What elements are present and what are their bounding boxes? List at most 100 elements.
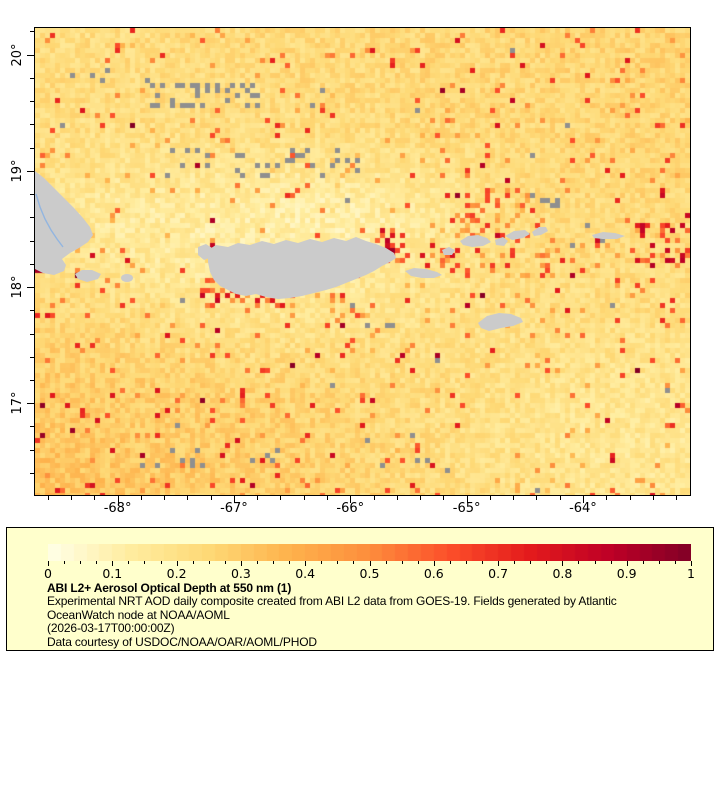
y-axis-minor-tick [30,264,34,265]
colorbar-major-tick [562,561,563,566]
colorbar-minor-tick [530,561,531,564]
x-axis-minor-tick [211,496,212,500]
colorbar-major-tick [48,561,49,566]
colorbar-minor-tick [225,561,226,564]
map-panel [34,27,691,496]
colorbar-minor-tick [546,561,547,564]
x-axis-minor-tick [374,496,375,500]
x-axis-label: -65° [452,501,481,516]
colorbar-minor-tick [482,561,483,564]
legend-text-block: ABI L2+ Aerosol Optical Depth at 550 nm … [47,581,617,649]
y-axis-minor-tick [30,101,34,102]
colorbar-major-tick [434,561,435,566]
colorbar-major-tick [177,561,178,566]
x-axis-minor-tick [490,496,491,500]
y-axis-major-tick [27,403,34,404]
y-axis-minor-tick [30,241,34,242]
colorbar-minor-tick [466,561,467,564]
colorbar-major-tick [370,561,371,566]
y-axis-minor-tick [30,310,34,311]
colorbar-minor-tick [675,561,676,564]
y-axis-minor-tick [30,124,34,125]
y-axis-minor-tick [30,450,34,451]
y-axis-minor-tick [30,217,34,218]
colorbar-major-tick [691,561,692,566]
x-axis-minor-tick [164,496,165,500]
legend-title: ABI L2+ Aerosol Optical Depth at 550 nm … [47,581,292,595]
colorbar-tick-label: 0 [44,566,52,581]
colorbar-minor-tick [659,561,660,564]
x-axis-minor-tick [560,496,561,500]
colorbar-minor-tick [611,561,612,564]
colorbar-minor-tick [386,561,387,564]
colorbar-minor-tick [257,561,258,564]
y-axis-label: 18° [10,275,25,299]
x-axis-minor-tick [48,496,49,500]
colorbar-minor-tick [209,561,210,564]
y-axis-minor-tick [30,148,34,149]
colorbar-tick-label: 1 [687,566,695,581]
x-axis-label: -68° [103,501,132,516]
x-axis-minor-tick [513,496,514,500]
colorbar-tick-label: 0.5 [359,566,380,581]
colorbar-minor-tick [353,561,354,564]
colorbar-minor-tick [161,561,162,564]
colorbar-tick-label: 0.7 [488,566,509,581]
x-axis-minor-tick [280,496,281,500]
colorbar-major-tick [241,561,242,566]
x-axis-major-tick [350,496,351,503]
y-axis-major-tick [27,55,34,56]
colorbar-tick-label: 0.9 [616,566,637,581]
legend-description-line: OceanWatch node at NOAA/AOML [47,607,230,622]
y-axis-minor-tick [30,473,34,474]
colorbar-minor-tick [321,561,322,564]
y-axis-label: 19° [10,159,25,183]
x-axis-major-tick [118,496,119,503]
x-axis-minor-tick [653,496,654,500]
colorbar-tick-label: 0.6 [423,566,444,581]
colorbar-minor-tick [64,561,65,564]
colorbar-major-tick [305,561,306,566]
y-axis-label: 20° [10,43,25,67]
colorbar-minor-tick [402,561,403,564]
x-axis-label: -67° [220,501,248,516]
x-axis-minor-tick [141,496,142,500]
x-axis-minor-tick [327,496,328,500]
x-axis-minor-tick [71,496,72,500]
y-axis-minor-tick [30,334,34,335]
legend-courtesy-line: Data courtesy of USDOC/NOAA/OAR/AOML/PHO… [47,634,317,649]
x-axis-label: -66° [336,501,365,516]
colorbar-minor-tick [193,561,194,564]
colorbar-minor-tick [595,561,596,564]
colorbar-minor-tick [643,561,644,564]
y-axis-label: 17° [10,391,25,415]
colorbar-tick-label: 0.1 [102,566,123,581]
x-axis-minor-tick [94,496,95,500]
colorbar-minor-tick [337,561,338,564]
x-axis-minor-tick [536,496,537,500]
y-axis-minor-tick [30,426,34,427]
colorbar-tick-label: 0.2 [166,566,187,581]
colorbar-major-tick [112,561,113,566]
y-axis-minor-tick [30,194,34,195]
y-axis-minor-tick [30,78,34,79]
aod-mosaic-canvas [35,28,690,495]
legend-timestamp: (2026-03-17T00:00:00Z) [47,621,175,636]
x-axis-minor-tick [606,496,607,500]
y-axis-major-tick [27,171,34,172]
x-axis-minor-tick [420,496,421,500]
x-axis-major-tick [467,496,468,503]
x-axis-major-tick [583,496,584,503]
colorbar-major-tick [498,561,499,566]
x-axis-major-tick [234,496,235,503]
colorbar-tick-label: 0.8 [552,566,573,581]
x-axis-minor-tick [257,496,258,500]
colorbar-minor-tick [96,561,97,564]
legend-description-line: Experimental NRT AOD daily composite cre… [47,594,617,609]
y-axis-minor-tick [30,380,34,381]
colorbar-minor-tick [578,561,579,564]
colorbar-minor-tick [418,561,419,564]
colorbar-minor-tick [80,561,81,564]
x-axis-minor-tick [630,496,631,500]
